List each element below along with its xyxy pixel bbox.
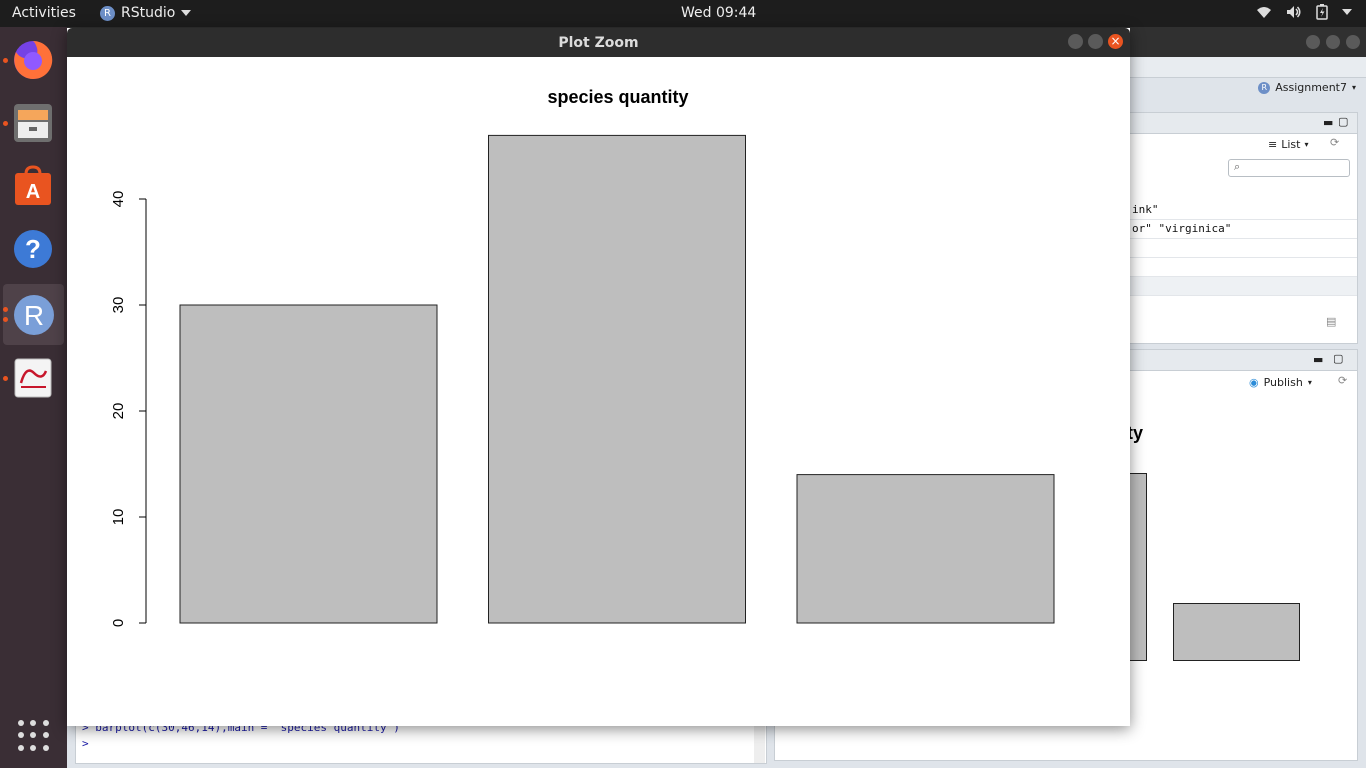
plot-zoom-window: Plot Zoom × species quantity 0 10 20 30 40 (67, 28, 1130, 726)
system-menu-chevron-icon (1342, 9, 1352, 15)
y-tick-label: 40 (110, 191, 127, 208)
notes-icon[interactable]: ▤ (1326, 315, 1337, 328)
publish-button[interactable]: ◉ Publish ▾ (1249, 376, 1312, 389)
y-tick-label: 0 (110, 619, 127, 627)
clock[interactable]: Wed 09:44 (681, 5, 757, 21)
refresh-icon[interactable]: ⟳ (1330, 136, 1340, 149)
env-row-value: or" "virginica" (1132, 222, 1232, 235)
bar-3 (796, 474, 1055, 624)
running-indicator (3, 58, 8, 63)
app-menu[interactable]: R RStudio (100, 5, 192, 21)
files-icon (14, 104, 52, 142)
maximize-icon[interactable] (1088, 34, 1103, 49)
top-bar: Activities R RStudio Wed 09:44 (0, 0, 1366, 27)
maximize-pane-icon[interactable]: ▢ (1338, 115, 1349, 128)
document-viewer-icon (14, 358, 52, 398)
project-menu[interactable]: R Assignment7 ▾ (1258, 81, 1356, 94)
env-list-view-button[interactable]: ≡ List ▾ (1268, 138, 1308, 151)
dock-software[interactable]: A (10, 163, 56, 209)
battery-icon (1316, 4, 1328, 20)
plot-zoom-titlebar[interactable]: Plot Zoom × (67, 28, 1130, 57)
dock-files[interactable] (10, 100, 56, 146)
plot-area: species quantity 0 10 20 30 40 (67, 57, 1130, 726)
rstudio-icon: R (13, 294, 54, 335)
plot-bar (1173, 603, 1300, 661)
y-axis: 0 10 20 30 40 (110, 191, 147, 627)
software-center-icon: A (15, 165, 51, 205)
project-name: Assignment7 (1275, 81, 1347, 94)
dock: A ? R (0, 27, 67, 768)
env-list-label: List (1281, 138, 1301, 151)
system-tray[interactable] (1256, 4, 1352, 20)
running-indicator (3, 376, 8, 381)
project-r-icon: R (1258, 81, 1271, 94)
app-name: RStudio (121, 5, 176, 21)
maximize-icon[interactable] (1326, 35, 1340, 49)
wifi-icon (1257, 7, 1271, 18)
env-search-input[interactable]: ⌕ (1228, 159, 1350, 177)
chevron-down-icon: ▾ (1304, 140, 1309, 149)
bar-1 (179, 304, 438, 624)
bar-2 (488, 134, 746, 624)
close-icon[interactable]: × (1108, 34, 1123, 49)
activities-button[interactable]: Activities (12, 5, 76, 21)
chevron-down-icon: ▾ (1307, 378, 1312, 387)
maximize-pane-icon[interactable]: ▢ (1333, 352, 1344, 365)
svg-text:?: ? (25, 234, 41, 264)
chart-title: species quantity (547, 87, 688, 107)
bars (179, 134, 1055, 624)
y-tick-label: 30 (110, 297, 127, 314)
env-row-value: ink" (1132, 203, 1159, 216)
close-icon[interactable] (1346, 35, 1360, 49)
chevron-down-icon: ▾ (1351, 83, 1356, 92)
minimize-pane-icon[interactable]: ▬ (1323, 116, 1334, 129)
dock-help[interactable]: ? (10, 226, 56, 272)
dock-rstudio[interactable]: R (3, 284, 64, 345)
rstudio-small-icon: R (100, 5, 115, 21)
running-indicator (3, 317, 8, 322)
volume-icon (1287, 6, 1301, 18)
minimize-pane-icon[interactable]: ▬ (1313, 353, 1324, 366)
list-icon: ≡ (1268, 138, 1278, 151)
help-icon: ? (14, 230, 52, 268)
dock-firefox[interactable] (10, 37, 56, 83)
console-prompt[interactable]: > (82, 737, 89, 750)
running-indicator (3, 307, 8, 312)
bar-chart: species quantity 0 10 20 30 40 (110, 87, 1055, 627)
y-tick-label: 10 (110, 509, 127, 526)
firefox-icon (14, 40, 53, 79)
publish-label: Publish (1263, 376, 1303, 389)
svg-text:A: A (26, 181, 40, 203)
dock-document-viewer[interactable] (10, 355, 56, 401)
running-indicator (3, 121, 8, 126)
show-applications-button[interactable] (18, 720, 50, 752)
minimize-icon[interactable] (1306, 35, 1320, 49)
y-tick-label: 20 (110, 403, 127, 420)
console-scrollbar[interactable] (754, 718, 765, 763)
chevron-down-icon (181, 10, 192, 16)
search-icon: ⌕ (1234, 160, 1241, 173)
minimize-icon[interactable] (1068, 34, 1083, 49)
refresh-plot-icon[interactable]: ⟳ (1338, 374, 1348, 387)
publish-icon: ◉ (1249, 376, 1259, 389)
svg-text:R: R (23, 300, 43, 331)
window-title: Plot Zoom (558, 35, 639, 51)
